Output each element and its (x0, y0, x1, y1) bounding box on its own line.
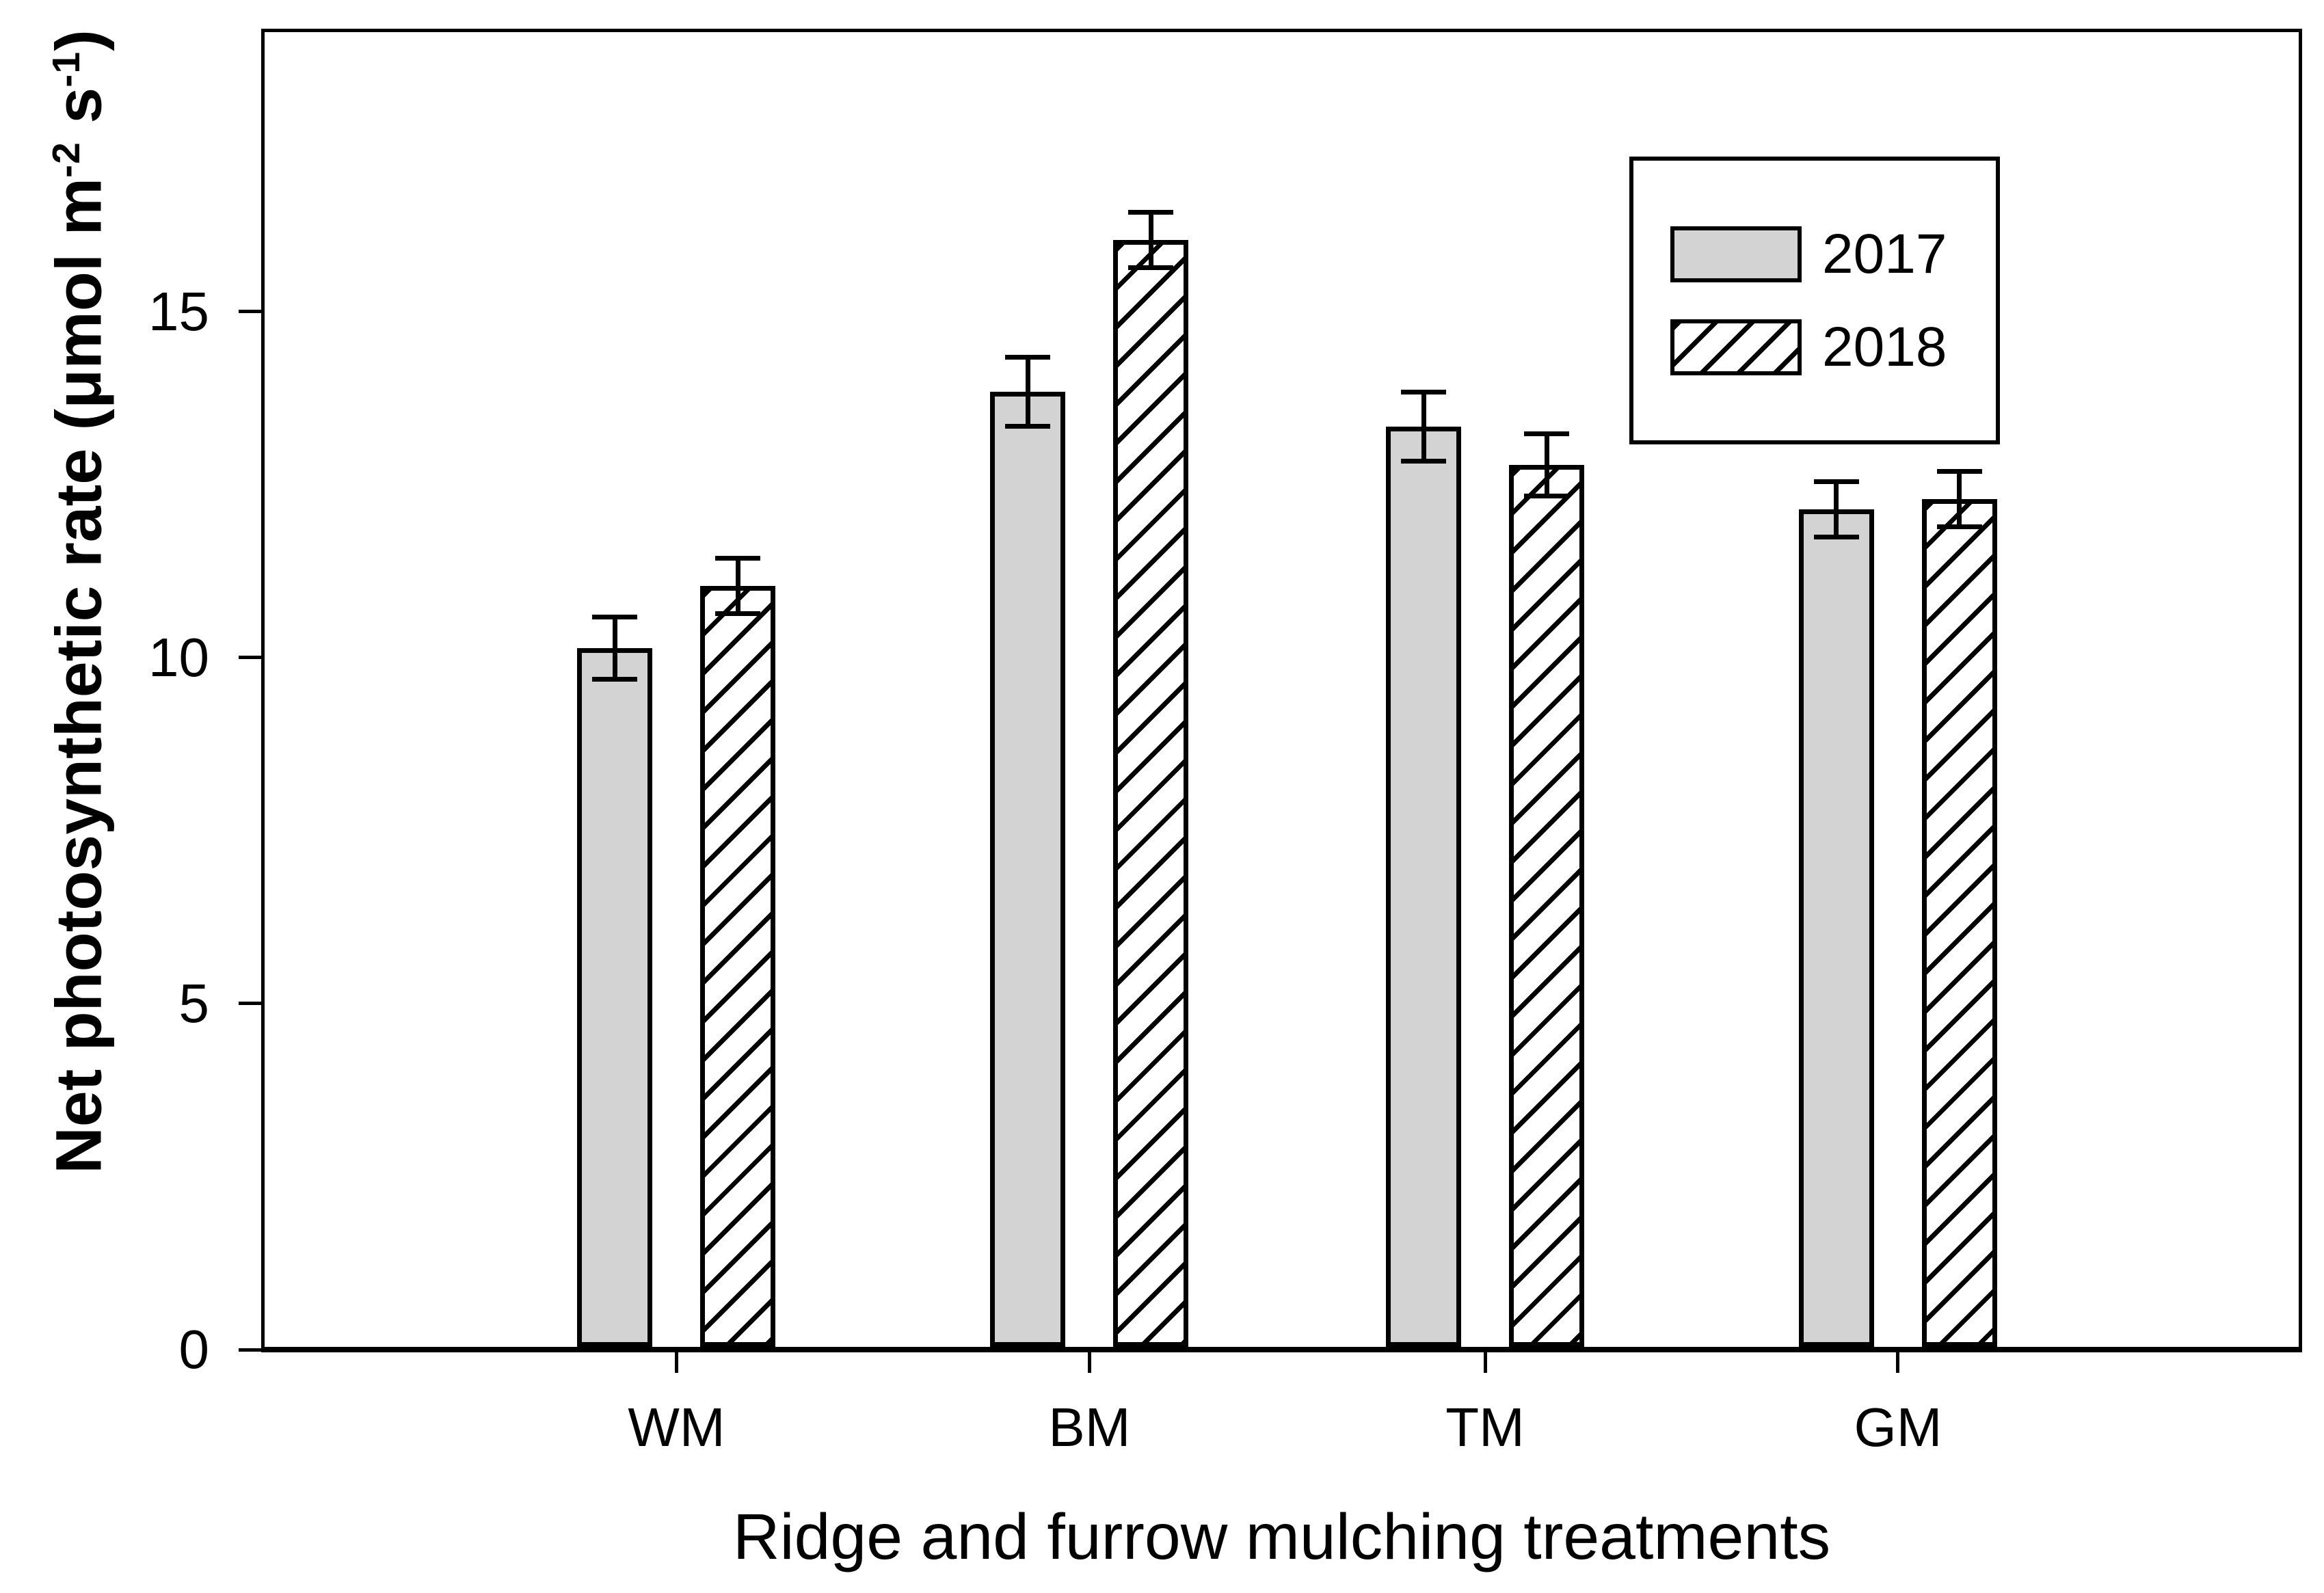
bar-2018-BM (1113, 240, 1189, 1347)
bar-2017-TM (1386, 427, 1461, 1347)
error-bar-cap-top-2018-WM (715, 556, 761, 561)
x-tick-label-TM: TM (1445, 1397, 1525, 1458)
error-bar-cap-bottom-2018-TM (1524, 494, 1569, 498)
y-tick-label-0: 0 (178, 1319, 210, 1380)
x-tick-BM (1087, 1352, 1091, 1373)
error-bar-line-2018-BM (1148, 212, 1153, 267)
x-tick-WM (674, 1352, 678, 1373)
error-bar-cap-bottom-2017-GM (1813, 535, 1859, 539)
error-bar-cap-top-2017-GM (1813, 479, 1859, 484)
x-tick-label-BM: BM (1048, 1397, 1131, 1458)
plot-inner (265, 32, 2299, 1347)
bar-2017-GM (1798, 509, 1874, 1347)
bar-2017-BM (990, 392, 1066, 1347)
error-bar-line-2017-TM (1421, 392, 1426, 461)
error-bar-cap-top-2017-BM (1005, 355, 1051, 360)
error-bar-line-2018-WM (735, 558, 740, 613)
y-tick-0 (239, 1348, 261, 1352)
legend-row-2017: 2017 (1670, 226, 1996, 282)
bar-2018-GM (1921, 499, 1997, 1347)
error-bar-cap-bottom-2018-WM (715, 611, 761, 616)
error-bar-line-2018-TM (1544, 433, 1549, 496)
legend-row-2018: 2018 (1670, 319, 1996, 375)
x-tick-GM (1896, 1352, 1900, 1373)
y-tick-label-15: 15 (148, 281, 209, 342)
error-bar-cap-top-2018-BM (1128, 210, 1174, 215)
error-bar-line-2017-GM (1834, 482, 1839, 537)
error-bar-line-2017-WM (612, 617, 617, 679)
y-tick-label-10: 10 (148, 627, 209, 688)
error-bar-cap-bottom-2017-TM (1401, 459, 1446, 464)
error-bar-cap-top-2018-TM (1524, 431, 1569, 436)
y-axis-title-superscript: -2 (44, 142, 88, 178)
error-bar-cap-bottom-2017-BM (1005, 424, 1051, 429)
error-bar-line-2017-BM (1025, 358, 1030, 427)
x-axis-title: Ridge and furrow mulching treatments (732, 1501, 1831, 1573)
y-tick-5 (239, 1002, 261, 1005)
error-bar-cap-bottom-2017-WM (592, 677, 638, 682)
error-bar-cap-bottom-2018-BM (1128, 265, 1174, 270)
error-bar-line-2018-GM (1957, 472, 1962, 527)
error-bar-cap-top-2017-TM (1401, 390, 1446, 394)
legend-box: 2017 2018 (1629, 157, 2000, 444)
x-tick-TM (1483, 1352, 1487, 1373)
legend-label-2017: 2017 (1822, 223, 1947, 285)
bar-2018-TM (1509, 465, 1584, 1347)
x-tick-label-GM: GM (1854, 1397, 1942, 1458)
bar-2017-WM (577, 648, 653, 1347)
y-tick-10 (239, 656, 261, 659)
error-bar-cap-top-2017-WM (592, 615, 638, 619)
legend-swatch-hatch-2018 (1670, 319, 1802, 375)
bar-2018-WM (700, 586, 776, 1347)
legend-swatch-gray-2017 (1670, 226, 1802, 282)
error-bar-cap-top-2018-GM (1936, 469, 1982, 474)
x-tick-label-WM: WM (628, 1397, 725, 1458)
y-axis-title-superscript: -1 (44, 51, 88, 88)
y-tick-15 (239, 310, 261, 313)
y-axis-title-text: ) (42, 29, 116, 51)
error-bar-cap-bottom-2018-GM (1936, 524, 1982, 529)
y-tick-label-5: 5 (178, 973, 210, 1034)
y-axis-title-text: s (42, 87, 116, 142)
legend-label-2018: 2018 (1822, 316, 1947, 378)
